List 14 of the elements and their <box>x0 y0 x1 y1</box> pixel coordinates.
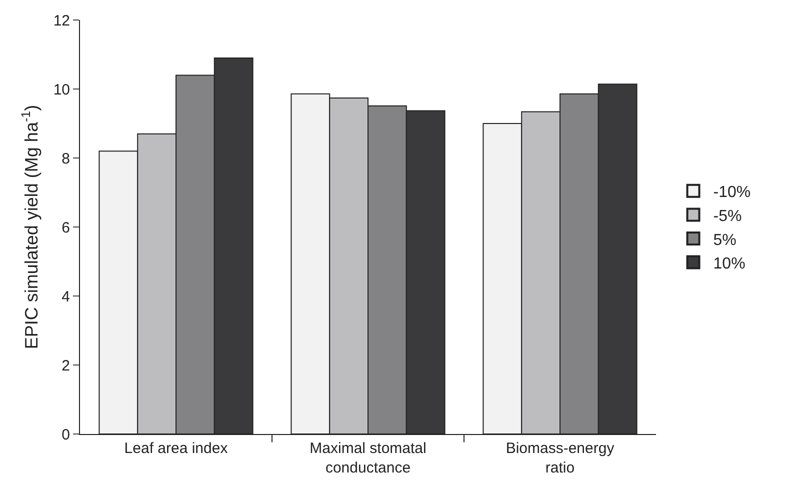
legend-label: 10% <box>713 256 746 273</box>
y-tick-label: 2 <box>62 357 70 374</box>
legend-label: -10% <box>713 184 751 202</box>
y-tick-label: 12 <box>53 12 70 30</box>
x-tick-label: Maximal stomatal conductance <box>310 440 426 476</box>
x-tick-label: Biomass-energy ratio <box>506 440 615 476</box>
y-tick-label: 4 <box>62 288 70 306</box>
y-tick-label: 6 <box>62 219 70 236</box>
y-tick-label: 8 <box>62 150 70 168</box>
x-tick-label: Leaf area index <box>124 440 228 457</box>
legend-label: 5% <box>713 232 736 249</box>
y-tick-label: 10 <box>53 81 70 98</box>
legend-label: -5% <box>713 208 742 225</box>
y-tick-label: 0 <box>62 426 70 444</box>
